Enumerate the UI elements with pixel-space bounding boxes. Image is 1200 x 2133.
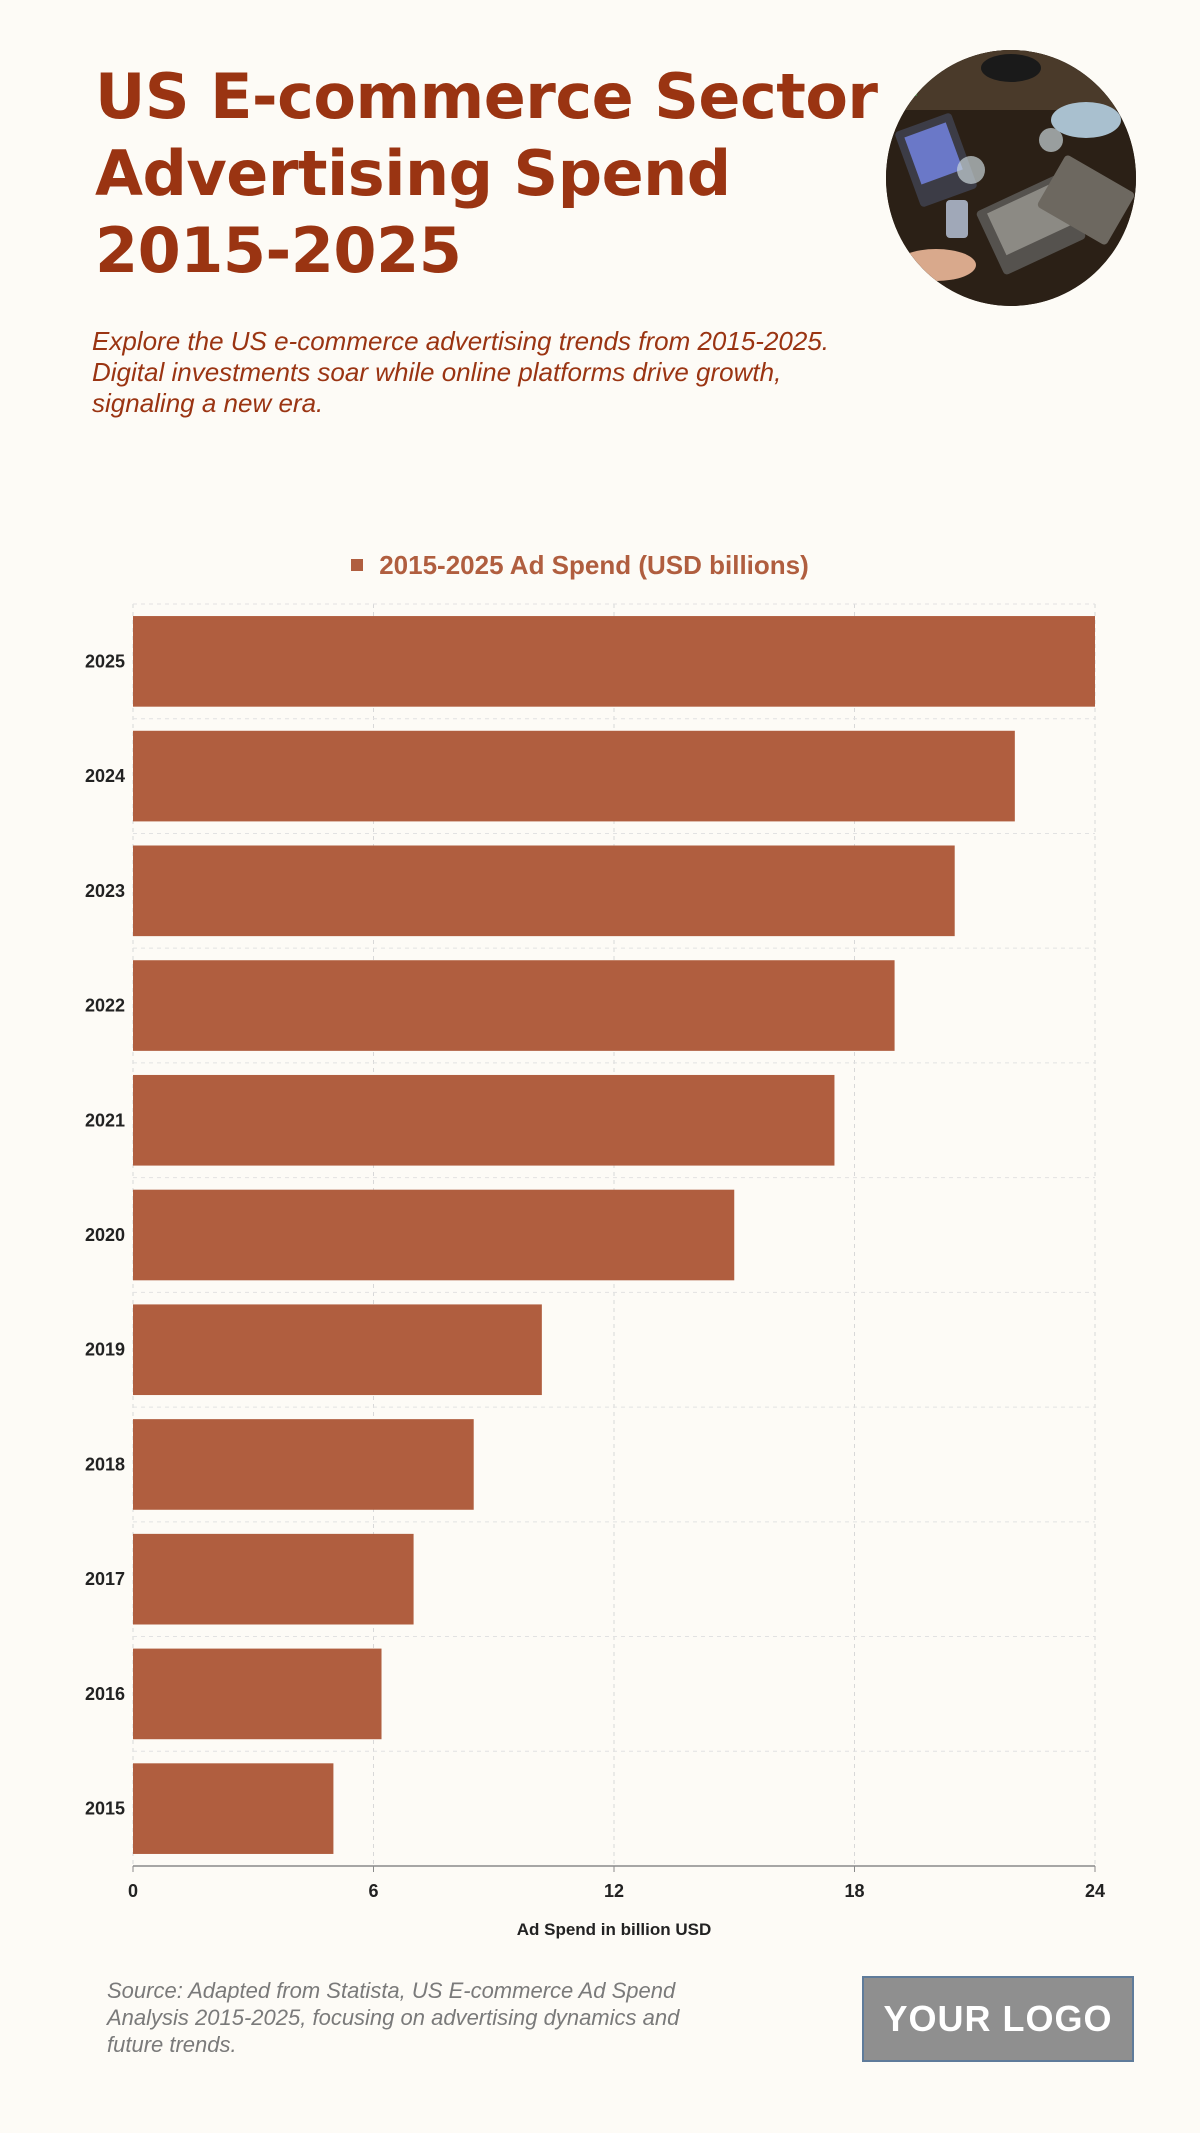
legend-swatch [351, 559, 364, 572]
y-tick-label-2018: 2018 [85, 1454, 125, 1474]
y-tick-label-2019: 2019 [85, 1340, 125, 1360]
source-note: Source: Adapted from Statista, US E-comm… [107, 1978, 680, 2057]
bar-2023 [133, 845, 955, 937]
y-tick-label-2024: 2024 [85, 766, 125, 786]
page-subtitle: Explore the US e-commerce advertising tr… [92, 326, 830, 418]
y-axis-labels: 2025 2024 2023 2022 2021 2020 2019 2018 2017 2016… [85, 651, 125, 1818]
y-tick-label-2023: 2023 [85, 881, 125, 901]
x-tick-label-12: 12 [604, 1881, 624, 1901]
bar-2017 [133, 1533, 414, 1625]
x-tick-label-24: 24 [1085, 1881, 1105, 1901]
chart-legend: 2015-2025 Ad Spend (USD billions) [0, 550, 1160, 581]
legend-label: 2015-2025 Ad Spend (USD billions) [379, 550, 809, 580]
bar-2024 [133, 730, 1015, 822]
y-tick-label-2022: 2022 [85, 996, 125, 1016]
bar-2020 [133, 1189, 735, 1281]
bar-2021 [133, 1074, 835, 1166]
y-tick-label-2025: 2025 [85, 651, 125, 671]
bar-2019 [133, 1304, 542, 1396]
y-tick-label-2015: 2015 [85, 1799, 125, 1819]
page-title: US E-commerce Sector Advertising Spend 2… [95, 60, 878, 287]
y-tick-label-2021: 2021 [85, 1110, 125, 1130]
y-tick-label-2017: 2017 [85, 1569, 125, 1589]
bar-2015 [133, 1763, 334, 1854]
x-axis-title: Ad Spend in billion USD [517, 1920, 712, 1939]
bar-2025 [133, 616, 1095, 707]
x-tick-label-0: 0 [128, 1881, 138, 1901]
bar-2022 [133, 960, 895, 1051]
x-tick-label-6: 6 [368, 1881, 378, 1901]
logo-placeholder: YOUR LOGO [862, 1976, 1134, 2062]
y-tick-label-2016: 2016 [85, 1684, 125, 1704]
bar-2018 [133, 1419, 474, 1510]
chart-bars [133, 616, 1095, 1854]
x-axis-ticks: 0 6 12 18 24 [128, 1866, 1105, 1901]
bar-2016 [133, 1648, 382, 1740]
x-tick-label-18: 18 [844, 1881, 864, 1901]
y-tick-label-2020: 2020 [85, 1225, 125, 1245]
